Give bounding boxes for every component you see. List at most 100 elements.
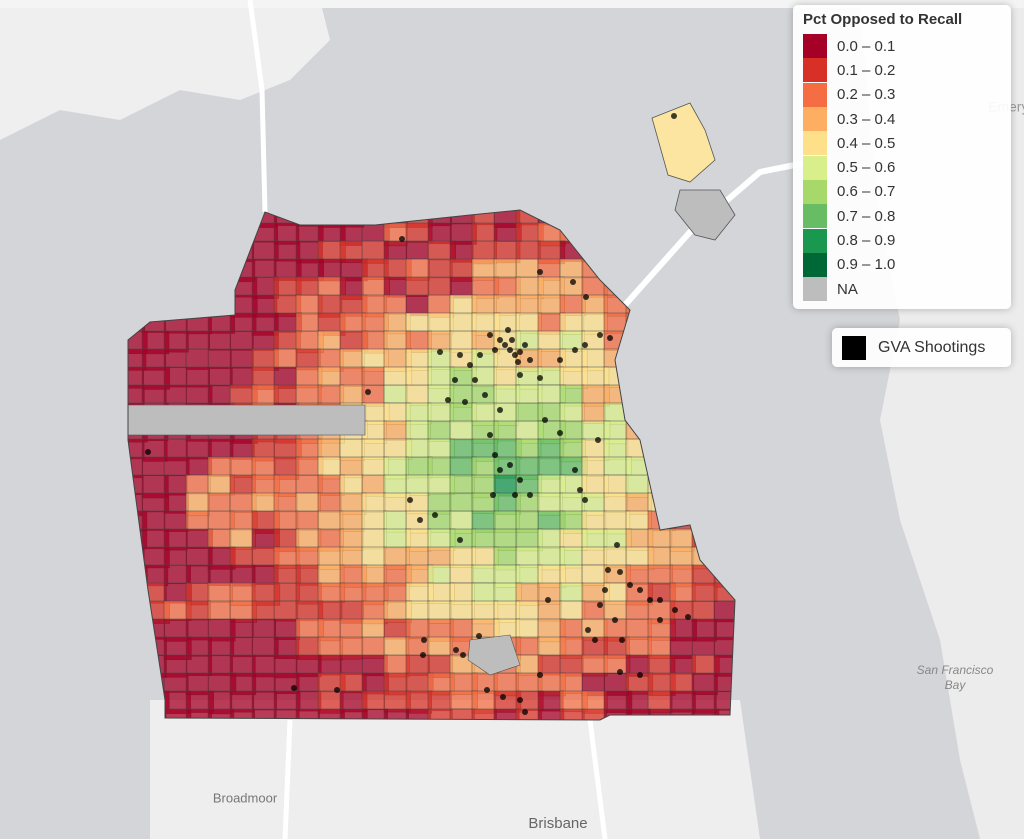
precinct — [427, 690, 452, 712]
legend-label: NA — [837, 280, 858, 298]
precinct — [405, 420, 431, 440]
precinct — [471, 528, 496, 549]
shooting — [595, 437, 601, 443]
precinct — [449, 420, 473, 441]
precinct — [559, 618, 583, 640]
precinct — [383, 294, 407, 315]
precinct — [471, 366, 497, 387]
legend-label: 0.8 – 0.9 — [837, 232, 896, 250]
shooting — [537, 375, 543, 381]
shooting — [577, 487, 583, 493]
road — [587, 719, 608, 839]
shootings — [145, 113, 691, 715]
precinct — [317, 654, 342, 676]
precinct — [141, 456, 165, 476]
shooting — [557, 430, 563, 436]
precinct — [339, 510, 365, 532]
shooting — [452, 377, 458, 383]
shooting — [420, 652, 426, 658]
precinct — [427, 276, 452, 296]
precinct — [515, 438, 542, 459]
precinct — [449, 546, 476, 568]
land — [0, 0, 330, 140]
legend-label: 0.7 – 0.8 — [837, 207, 896, 225]
precinct — [163, 348, 187, 368]
precinct — [141, 384, 167, 404]
legend-item: 0.7 – 0.8 — [793, 204, 1011, 229]
shooting — [557, 357, 563, 363]
shooting — [482, 392, 488, 398]
precinct — [273, 510, 299, 531]
precinct — [427, 546, 454, 568]
precinct — [273, 348, 298, 369]
precinct — [559, 402, 585, 423]
legend-swatch — [842, 335, 866, 360]
precinct — [515, 312, 542, 334]
bridge — [247, 0, 268, 213]
shooting — [507, 462, 513, 468]
shooting — [605, 567, 611, 573]
shooting — [657, 617, 663, 623]
precinct — [229, 438, 255, 460]
precinct — [515, 546, 540, 568]
legend-item: 0.1 – 0.2 — [793, 58, 1011, 83]
precinct — [625, 564, 649, 585]
precinct — [185, 366, 210, 388]
precinct — [449, 492, 474, 512]
land — [150, 700, 760, 839]
precinct — [405, 492, 429, 515]
precinct — [515, 258, 539, 278]
precinct — [207, 366, 233, 387]
precinct — [515, 600, 539, 621]
legend-item: 0.0 – 0.1 — [793, 34, 1011, 59]
precinct — [515, 330, 540, 351]
legend-item: 0.9 – 1.0 — [793, 252, 1011, 277]
legend-label: 0.3 – 0.4 — [837, 110, 896, 128]
precinct — [405, 600, 430, 620]
precinct — [427, 402, 454, 423]
shooting — [497, 467, 503, 473]
shooting — [597, 602, 603, 608]
precinct — [405, 618, 430, 640]
legend-swatch — [803, 204, 827, 229]
precinct — [471, 564, 496, 584]
precinct — [339, 312, 366, 333]
shooting — [657, 597, 663, 603]
shooting — [399, 236, 405, 242]
legend-label: 0.9 – 1.0 — [837, 256, 896, 274]
top-bar — [0, 0, 1024, 8]
precinct — [295, 672, 320, 693]
precinct — [339, 618, 363, 639]
precinct — [537, 600, 562, 622]
shooting — [145, 449, 151, 455]
precinct — [185, 600, 211, 621]
shooting — [484, 687, 490, 693]
legend-item: 0.4 – 0.5 — [793, 131, 1011, 156]
legend-item: 0.2 – 0.3 — [793, 82, 1011, 107]
precinct — [207, 528, 232, 549]
shooting — [497, 337, 503, 343]
points-legend[interactable]: GVA Shootings — [832, 328, 1011, 367]
shooting — [457, 352, 463, 358]
shooting — [537, 672, 543, 678]
shooting — [334, 687, 340, 693]
shooting — [685, 614, 691, 620]
precinct — [651, 102, 716, 183]
precinct — [229, 348, 254, 369]
shooting — [432, 512, 438, 518]
precinct — [603, 546, 628, 568]
precinct — [537, 654, 561, 676]
precinct — [339, 474, 364, 495]
precinct — [361, 492, 386, 513]
legend-item: 0.3 – 0.4 — [793, 107, 1011, 132]
precinct — [251, 258, 277, 278]
precinct — [515, 636, 540, 656]
precinct — [515, 618, 539, 639]
shooting — [512, 352, 518, 358]
precinct — [207, 330, 231, 351]
precinct — [251, 672, 276, 693]
shooting — [507, 347, 513, 353]
shooting — [492, 347, 498, 353]
precinct — [207, 492, 231, 512]
precinct — [229, 618, 254, 639]
